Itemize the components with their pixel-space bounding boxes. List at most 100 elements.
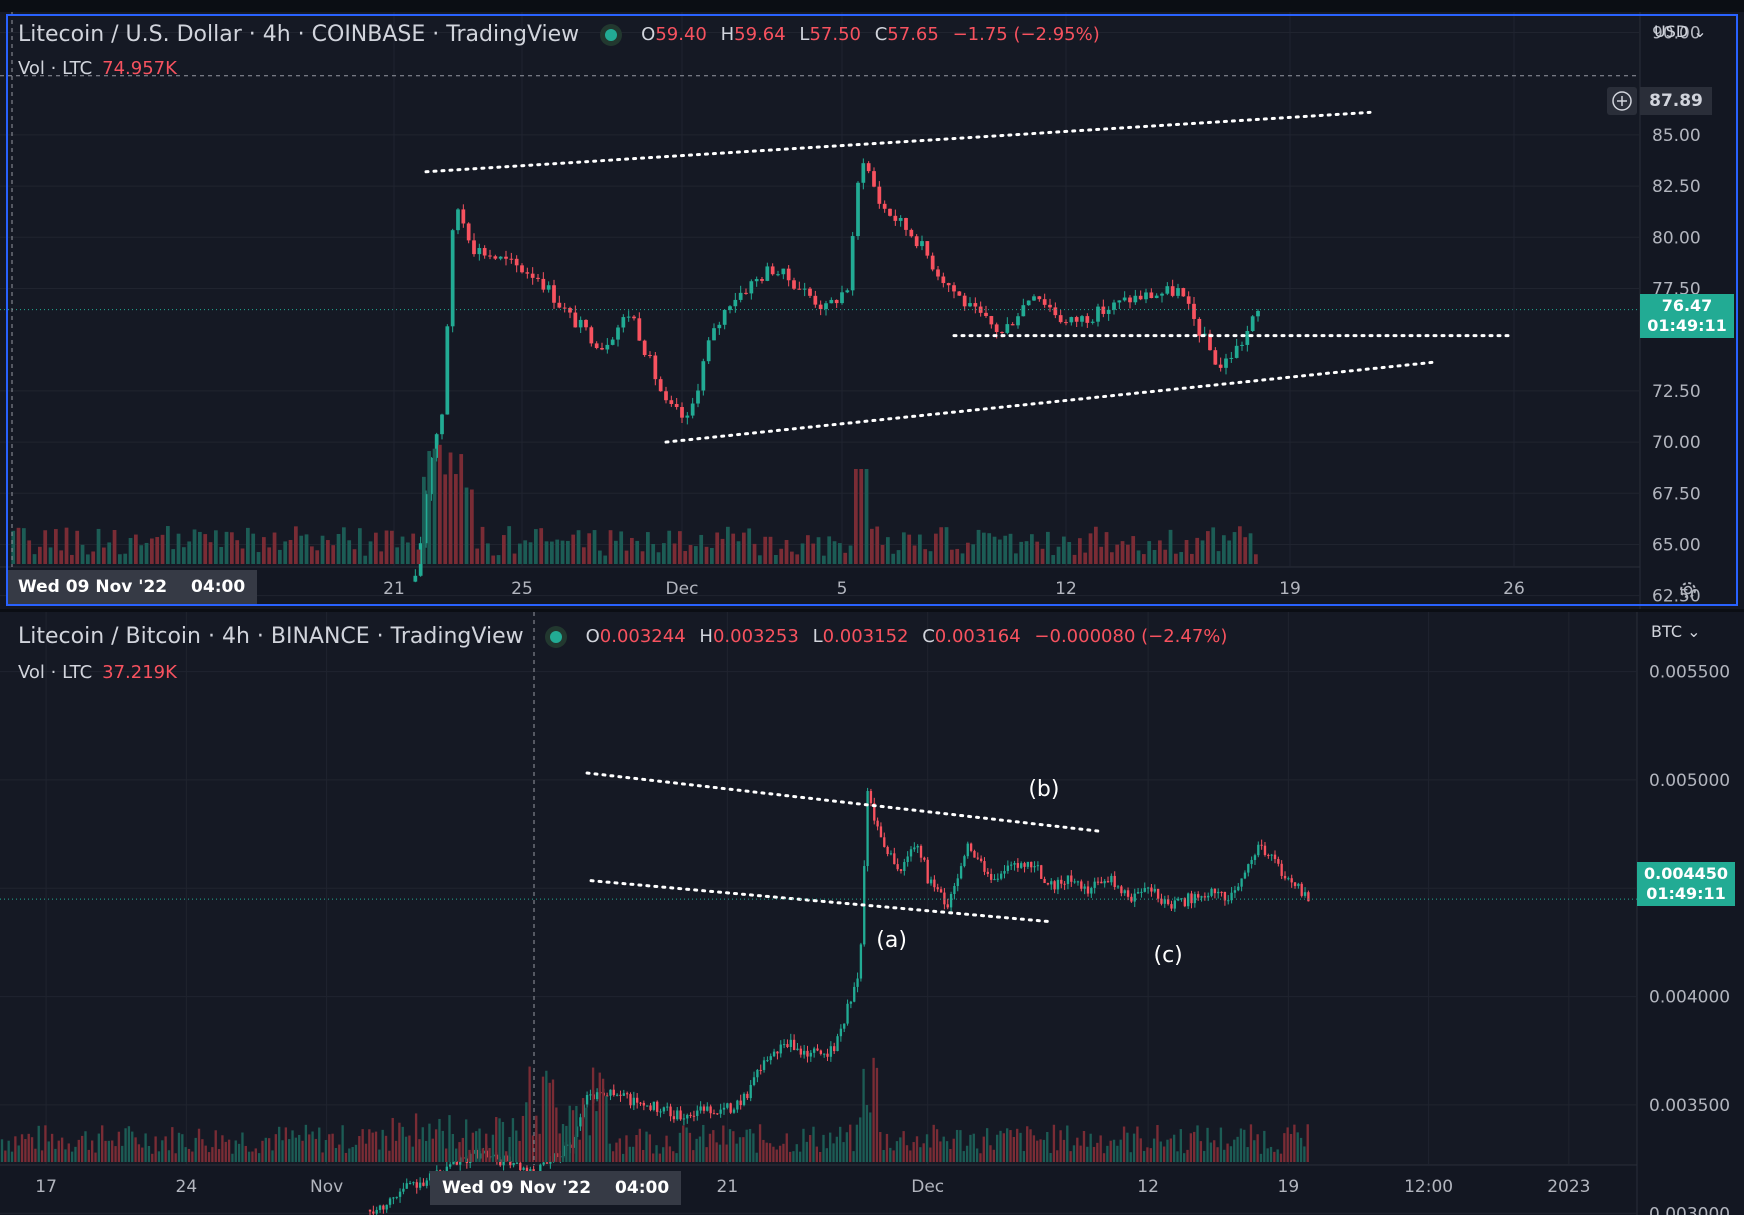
- candle-body: [1193, 894, 1197, 904]
- candle-body: [1093, 881, 1096, 888]
- volume-bar: [718, 1144, 722, 1162]
- candle-body: [546, 285, 551, 290]
- volume-bar: [96, 528, 101, 564]
- ltc-btc-chart-pane[interactable]: 0.0055000.0050000.0045000.0040000.003500…: [0, 612, 1744, 1215]
- candle-body: [722, 309, 727, 325]
- volume-bar: [608, 530, 613, 564]
- volume-bar: [139, 545, 144, 564]
- candle-body: [504, 256, 508, 259]
- volume-bar: [667, 530, 672, 564]
- volume-bar: [631, 1146, 635, 1162]
- volume-bar: [859, 469, 864, 564]
- volume-bar: [496, 555, 501, 564]
- candle-body: [585, 1095, 589, 1105]
- volume-bar: [561, 1124, 565, 1162]
- candle-body: [919, 845, 923, 858]
- volume-bar: [395, 547, 400, 564]
- candle-body: [1053, 307, 1058, 316]
- volume-bar: [835, 1136, 839, 1162]
- volume-bar: [187, 541, 192, 564]
- volume-bar: [57, 1140, 60, 1162]
- candle-body: [984, 312, 988, 317]
- change-value: −0.000080 (−2.47%): [1034, 626, 1228, 647]
- volume-bar: [451, 1134, 454, 1162]
- ltc-usd-chart-title[interactable]: Litecoin / U.S. Dollar · 4h · COINBASE ·…: [18, 22, 580, 47]
- volume-bar: [471, 1132, 475, 1162]
- candle-body: [515, 1162, 519, 1164]
- candle-body: [652, 1101, 656, 1110]
- volume-bar: [909, 1150, 912, 1162]
- volume-bar: [304, 1124, 308, 1162]
- volume-bar: [111, 1140, 114, 1162]
- candle-body: [989, 316, 994, 325]
- volume-bar: [1062, 1139, 1066, 1162]
- volume-bar: [1094, 526, 1098, 564]
- ltc-btc-volume-legend[interactable]: Vol · LTC 37.219K: [18, 662, 177, 683]
- candle-body: [1003, 870, 1006, 874]
- currency-menu-btc[interactable]: BTC ⌄: [1651, 622, 1700, 641]
- ltc-usd-chart-pane[interactable]: 90.00 85.00 82.50 80.00 77.50 72.50 70.00 67.50…: [0, 12, 1744, 610]
- candle-body: [896, 864, 899, 870]
- volume-bar: [1184, 539, 1189, 564]
- volume-bar: [521, 1115, 525, 1162]
- add-alert-button[interactable]: [1607, 87, 1637, 115]
- volume-bar: [164, 1136, 167, 1162]
- candle-body: [873, 803, 876, 821]
- volume-bar: [576, 530, 581, 564]
- volume-bar: [1232, 532, 1237, 564]
- candle-body: [1113, 875, 1116, 888]
- candle-body: [1253, 855, 1257, 860]
- volume-bar: [107, 1140, 111, 1162]
- volume-bar: [862, 1068, 865, 1162]
- volume-bar: [1024, 541, 1029, 564]
- candle-body: [776, 274, 780, 276]
- chart-settings-button[interactable]: [1676, 578, 1700, 602]
- volume-bar: [571, 1110, 575, 1162]
- volume-bar: [1006, 1128, 1009, 1162]
- window-top-strip: [0, 0, 1744, 12]
- candle-body: [395, 1196, 398, 1198]
- volume-bar: [665, 1135, 668, 1162]
- x-tick-label: 19: [1279, 579, 1301, 599]
- volume-bar: [912, 545, 917, 564]
- ltc-usd-chart-svg[interactable]: 90.0085.0082.5080.0077.5072.5070.0067.50…: [0, 12, 1744, 610]
- volume-bar: [1219, 1127, 1223, 1162]
- currency-menu-usd[interactable]: USD ⌄: [1654, 22, 1707, 41]
- volume-bar: [648, 1134, 652, 1162]
- candle-body: [1069, 317, 1074, 323]
- ltc-btc-chart-title[interactable]: Litecoin / Bitcoin · 4h · BINANCE · Trad…: [18, 624, 524, 649]
- volume-bar: [328, 1134, 331, 1162]
- volume-bar: [538, 1133, 541, 1162]
- volume-bar: [398, 1122, 401, 1162]
- candle-body: [1207, 895, 1210, 898]
- candle-body: [1250, 316, 1255, 332]
- volume-bar: [304, 534, 309, 564]
- volume-bar: [955, 548, 960, 564]
- market-status-icon[interactable]: [549, 630, 562, 643]
- volume-bar: [117, 1131, 121, 1162]
- x-tick-label: Dec: [911, 1177, 944, 1197]
- market-status-icon[interactable]: [605, 28, 618, 41]
- ltc-usd-volume-legend[interactable]: Vol · LTC 74.957K: [18, 58, 177, 79]
- candle-body: [477, 248, 482, 255]
- candle-body: [440, 414, 444, 435]
- candle-body: [1237, 886, 1240, 891]
- last-price-value: 0.004450: [1643, 864, 1728, 883]
- candle-body: [648, 355, 652, 357]
- volume-bar: [121, 1145, 124, 1162]
- volume-bar: [91, 551, 96, 564]
- volume-bar: [1286, 1127, 1289, 1162]
- volume-bar: [982, 1136, 985, 1162]
- y-tick-label: 80.00: [1652, 228, 1701, 248]
- volume-bar: [464, 487, 469, 564]
- volume-bar: [802, 1128, 805, 1162]
- volume-bar: [975, 1148, 979, 1162]
- ltc-btc-chart-svg[interactable]: 0.0055000.0050000.0045000.0040000.003500…: [0, 612, 1744, 1215]
- volume-bar: [1196, 1125, 1199, 1162]
- candle-body: [882, 203, 887, 209]
- volume-bar: [1136, 1126, 1139, 1162]
- volume-bar: [934, 533, 938, 564]
- pane-separator[interactable]: [0, 609, 1744, 612]
- volume-bar: [806, 535, 810, 564]
- candle-body: [861, 163, 866, 183]
